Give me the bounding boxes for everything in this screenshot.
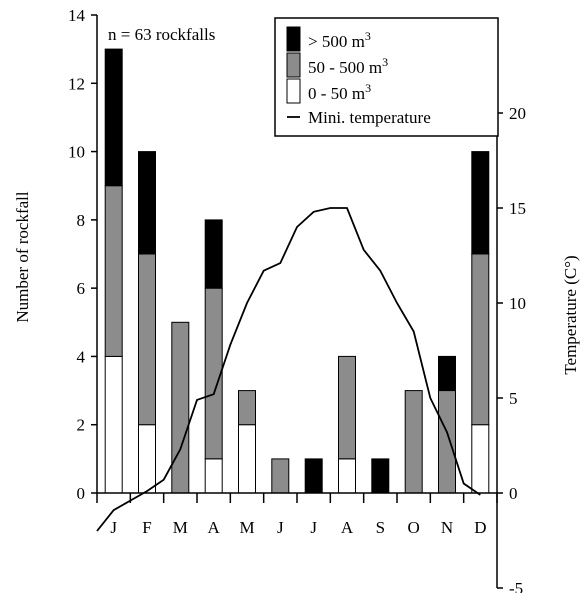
left-tick-label: 4 [77,347,86,366]
bar-large-12 [471,151,490,255]
left-tick-label: 0 [77,484,86,503]
right-tick-label: -5 [509,579,523,593]
right-tick-label: 15 [509,199,526,218]
legend-swatch [286,52,301,78]
bar-small-8 [338,458,356,494]
bar-medium-2 [138,253,156,426]
bar-medium-11 [438,390,456,494]
bar-medium-3 [171,321,190,494]
bar-small-2 [138,424,156,494]
bar-medium-4 [204,287,223,460]
left-tick-label: 14 [68,6,86,25]
right-tick-label: 0 [509,484,518,503]
legend-line-label: Mini. temperature [308,108,431,127]
bar-small-1 [104,355,123,494]
left-tick-label: 8 [77,211,86,230]
bar-medium-10 [404,390,423,494]
right-tick-label: 10 [509,294,526,313]
right-axis-title: Temperature (C°) [561,255,580,374]
bar-small-4 [204,458,223,494]
month-label: J [110,518,117,537]
bar-small-5 [238,424,256,494]
bar-medium-12 [471,253,490,426]
temperature-line-group [96,207,481,532]
legend-frame [274,17,499,137]
legend-label: > 500 m3 [308,29,371,51]
legend-swatch [286,78,301,104]
bar-medium-8 [338,355,356,460]
bar-medium-6 [271,458,290,494]
right-tick-label: 5 [509,389,518,408]
month-label: D [474,518,486,537]
left-tick-label: 6 [77,279,86,298]
legend-swatch [286,26,301,52]
legend-label: 0 - 50 m3 [308,81,371,103]
month-label: A [208,518,221,537]
month-label: S [376,518,385,537]
bar-large-9 [371,458,390,494]
bar-small-12 [471,424,490,494]
left-axis-title: Number of rockfall [13,191,32,323]
right-tick-label: 20 [509,104,526,123]
month-label: M [239,518,254,537]
left-tick-label: 12 [68,74,85,93]
month-label: A [341,518,354,537]
bars-group [104,48,490,494]
bar-medium-5 [238,390,256,426]
month-label: N [441,518,453,537]
temperature-line [96,207,481,532]
month-label: O [408,518,420,537]
bar-large-11 [438,355,456,391]
axes-group: 0 2 4 6 8 10 12 14 -5 0 5 10 15 20 [68,6,526,593]
bar-medium-1 [104,185,123,357]
bar-large-1 [104,48,123,187]
month-label: J [277,518,284,537]
left-tick-label: 2 [77,416,86,435]
rockfall-count-annotation: n = 63 rockfalls [108,25,215,44]
month-label: M [173,518,188,537]
legend-label: 50 - 500 m3 [308,55,388,77]
bar-large-2 [138,151,156,255]
bar-large-7 [304,458,323,494]
bar-large-4 [204,219,223,289]
legend: > 500 m3 50 - 500 m3 0 - 50 m3 Mini. temper… [274,17,499,137]
month-label: F [142,518,151,537]
left-tick-label: 10 [68,143,85,162]
month-label: J [310,518,317,537]
